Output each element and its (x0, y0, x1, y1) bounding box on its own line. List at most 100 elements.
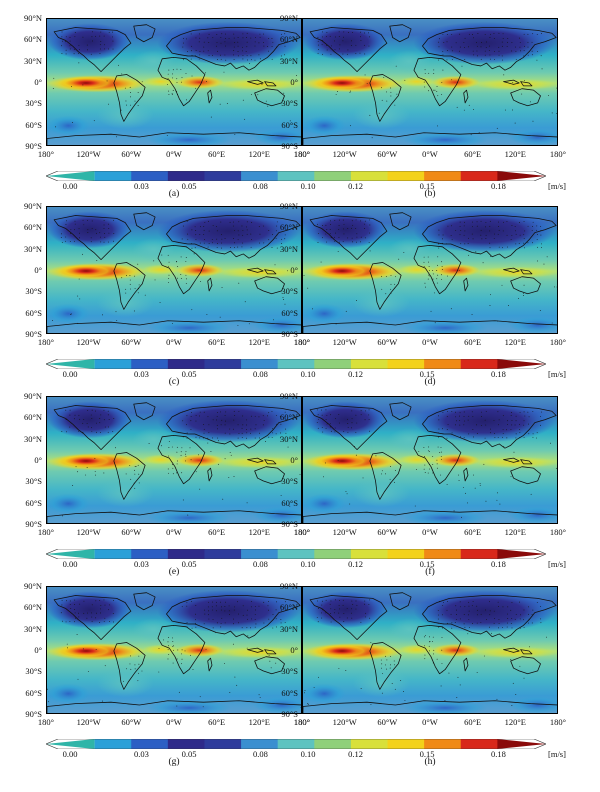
coastline-indonesia (247, 79, 277, 87)
coastline-greenland (389, 592, 412, 611)
significance-dot (183, 42, 184, 44)
significance-dot (167, 641, 169, 643)
significance-dot (79, 298, 81, 300)
significance-dot (69, 409, 71, 411)
significance-dot (436, 91, 438, 92)
significance-dot (381, 667, 382, 669)
significance-dot (355, 219, 357, 221)
significance-dot (523, 619, 525, 621)
significance-dot (442, 58, 444, 60)
significance-dot (485, 411, 487, 413)
significance-dot (272, 428, 273, 429)
significance-dot (325, 419, 327, 420)
lon-tick-label: 120°W (76, 337, 101, 347)
significance-dot (100, 604, 102, 606)
significance-dot (234, 42, 236, 44)
lat-tick-label: 60°N (279, 222, 298, 233)
colorbar-segment (204, 359, 242, 369)
significance-dot (321, 36, 323, 38)
lon-tick-label: 180° (293, 527, 311, 537)
coastline-antarctica (303, 510, 557, 523)
lat-tick-label: 30°S (25, 286, 42, 297)
significance-dot (221, 33, 223, 35)
significance-dot (494, 618, 495, 619)
significance-dot (451, 34, 453, 35)
significance-dot (238, 433, 240, 434)
significance-dot (158, 647, 160, 649)
significance-dot (130, 96, 132, 98)
significance-dot (267, 609, 269, 611)
significance-dot (481, 238, 483, 240)
significance-dot (506, 46, 508, 47)
significance-dot (280, 59, 282, 60)
lon-tick-label: 180° (37, 337, 55, 347)
significance-dot (471, 233, 473, 235)
lon-tick-label: 60°E (464, 527, 482, 537)
lat-tick-label: 0° (290, 265, 298, 275)
coastline-greenland (389, 402, 412, 421)
significance-dot (523, 627, 525, 628)
significance-dot (185, 274, 187, 276)
significance-dot (83, 419, 85, 420)
significance-dot (261, 84, 263, 85)
significance-dot (207, 37, 209, 39)
significance-dot (501, 45, 503, 47)
significance-dot (267, 105, 269, 107)
significance-dot (181, 606, 183, 608)
significance-dot (498, 46, 500, 48)
significance-dot (524, 45, 526, 47)
lon-tick-label: 180° (549, 527, 567, 537)
low-region-antarctic-coast (402, 700, 488, 713)
significance-dot (416, 468, 417, 470)
significance-dot (460, 243, 462, 245)
low-region-eurasia (157, 399, 300, 443)
significance-dot (186, 221, 188, 222)
significance-dot (70, 233, 71, 234)
heatmap-map (303, 207, 557, 333)
significance-dot (181, 658, 183, 660)
significance-dot (463, 623, 465, 625)
significance-dot (121, 277, 123, 279)
significance-dot (491, 632, 492, 634)
map-frame (302, 586, 558, 714)
significance-dot (428, 261, 429, 263)
significance-dot (134, 275, 136, 277)
colorbar-tick-label: 0.08 (252, 749, 268, 759)
low-region-north-america (48, 23, 131, 61)
lat-tick-label: 30°N (279, 55, 298, 66)
significance-dot (168, 274, 170, 276)
significance-dot (267, 46, 269, 47)
significance-dot (432, 455, 434, 457)
significance-dot (129, 663, 131, 665)
colorbar-segment (131, 739, 169, 749)
significance-dot (455, 416, 457, 418)
significance-dot (211, 242, 213, 244)
significance-dot (212, 609, 214, 611)
significance-dot (324, 462, 326, 464)
coastline-antarctica (303, 132, 557, 145)
significance-dot (91, 620, 93, 622)
significance-dot (342, 53, 344, 55)
significance-dot (276, 221, 278, 223)
significance-dot (60, 237, 62, 238)
significance-dot (185, 99, 187, 101)
significance-dot (464, 37, 466, 39)
significance-dot (138, 288, 140, 290)
significance-dot (345, 310, 347, 312)
significance-dot (233, 46, 235, 48)
significance-dot (208, 42, 210, 44)
significance-dot (350, 608, 352, 610)
significance-dot (181, 472, 183, 474)
significance-dot (73, 49, 75, 50)
significance-dot (338, 612, 340, 614)
significance-dot (275, 433, 277, 435)
significance-dot (326, 423, 328, 425)
mid-region-atlantic (388, 428, 431, 452)
significance-dot (125, 288, 127, 290)
significance-dot (246, 627, 248, 629)
significance-dot (272, 41, 274, 43)
significance-dot (257, 94, 259, 96)
significance-dot (275, 230, 277, 232)
significance-dot (224, 622, 226, 624)
significance-dot (82, 422, 84, 424)
